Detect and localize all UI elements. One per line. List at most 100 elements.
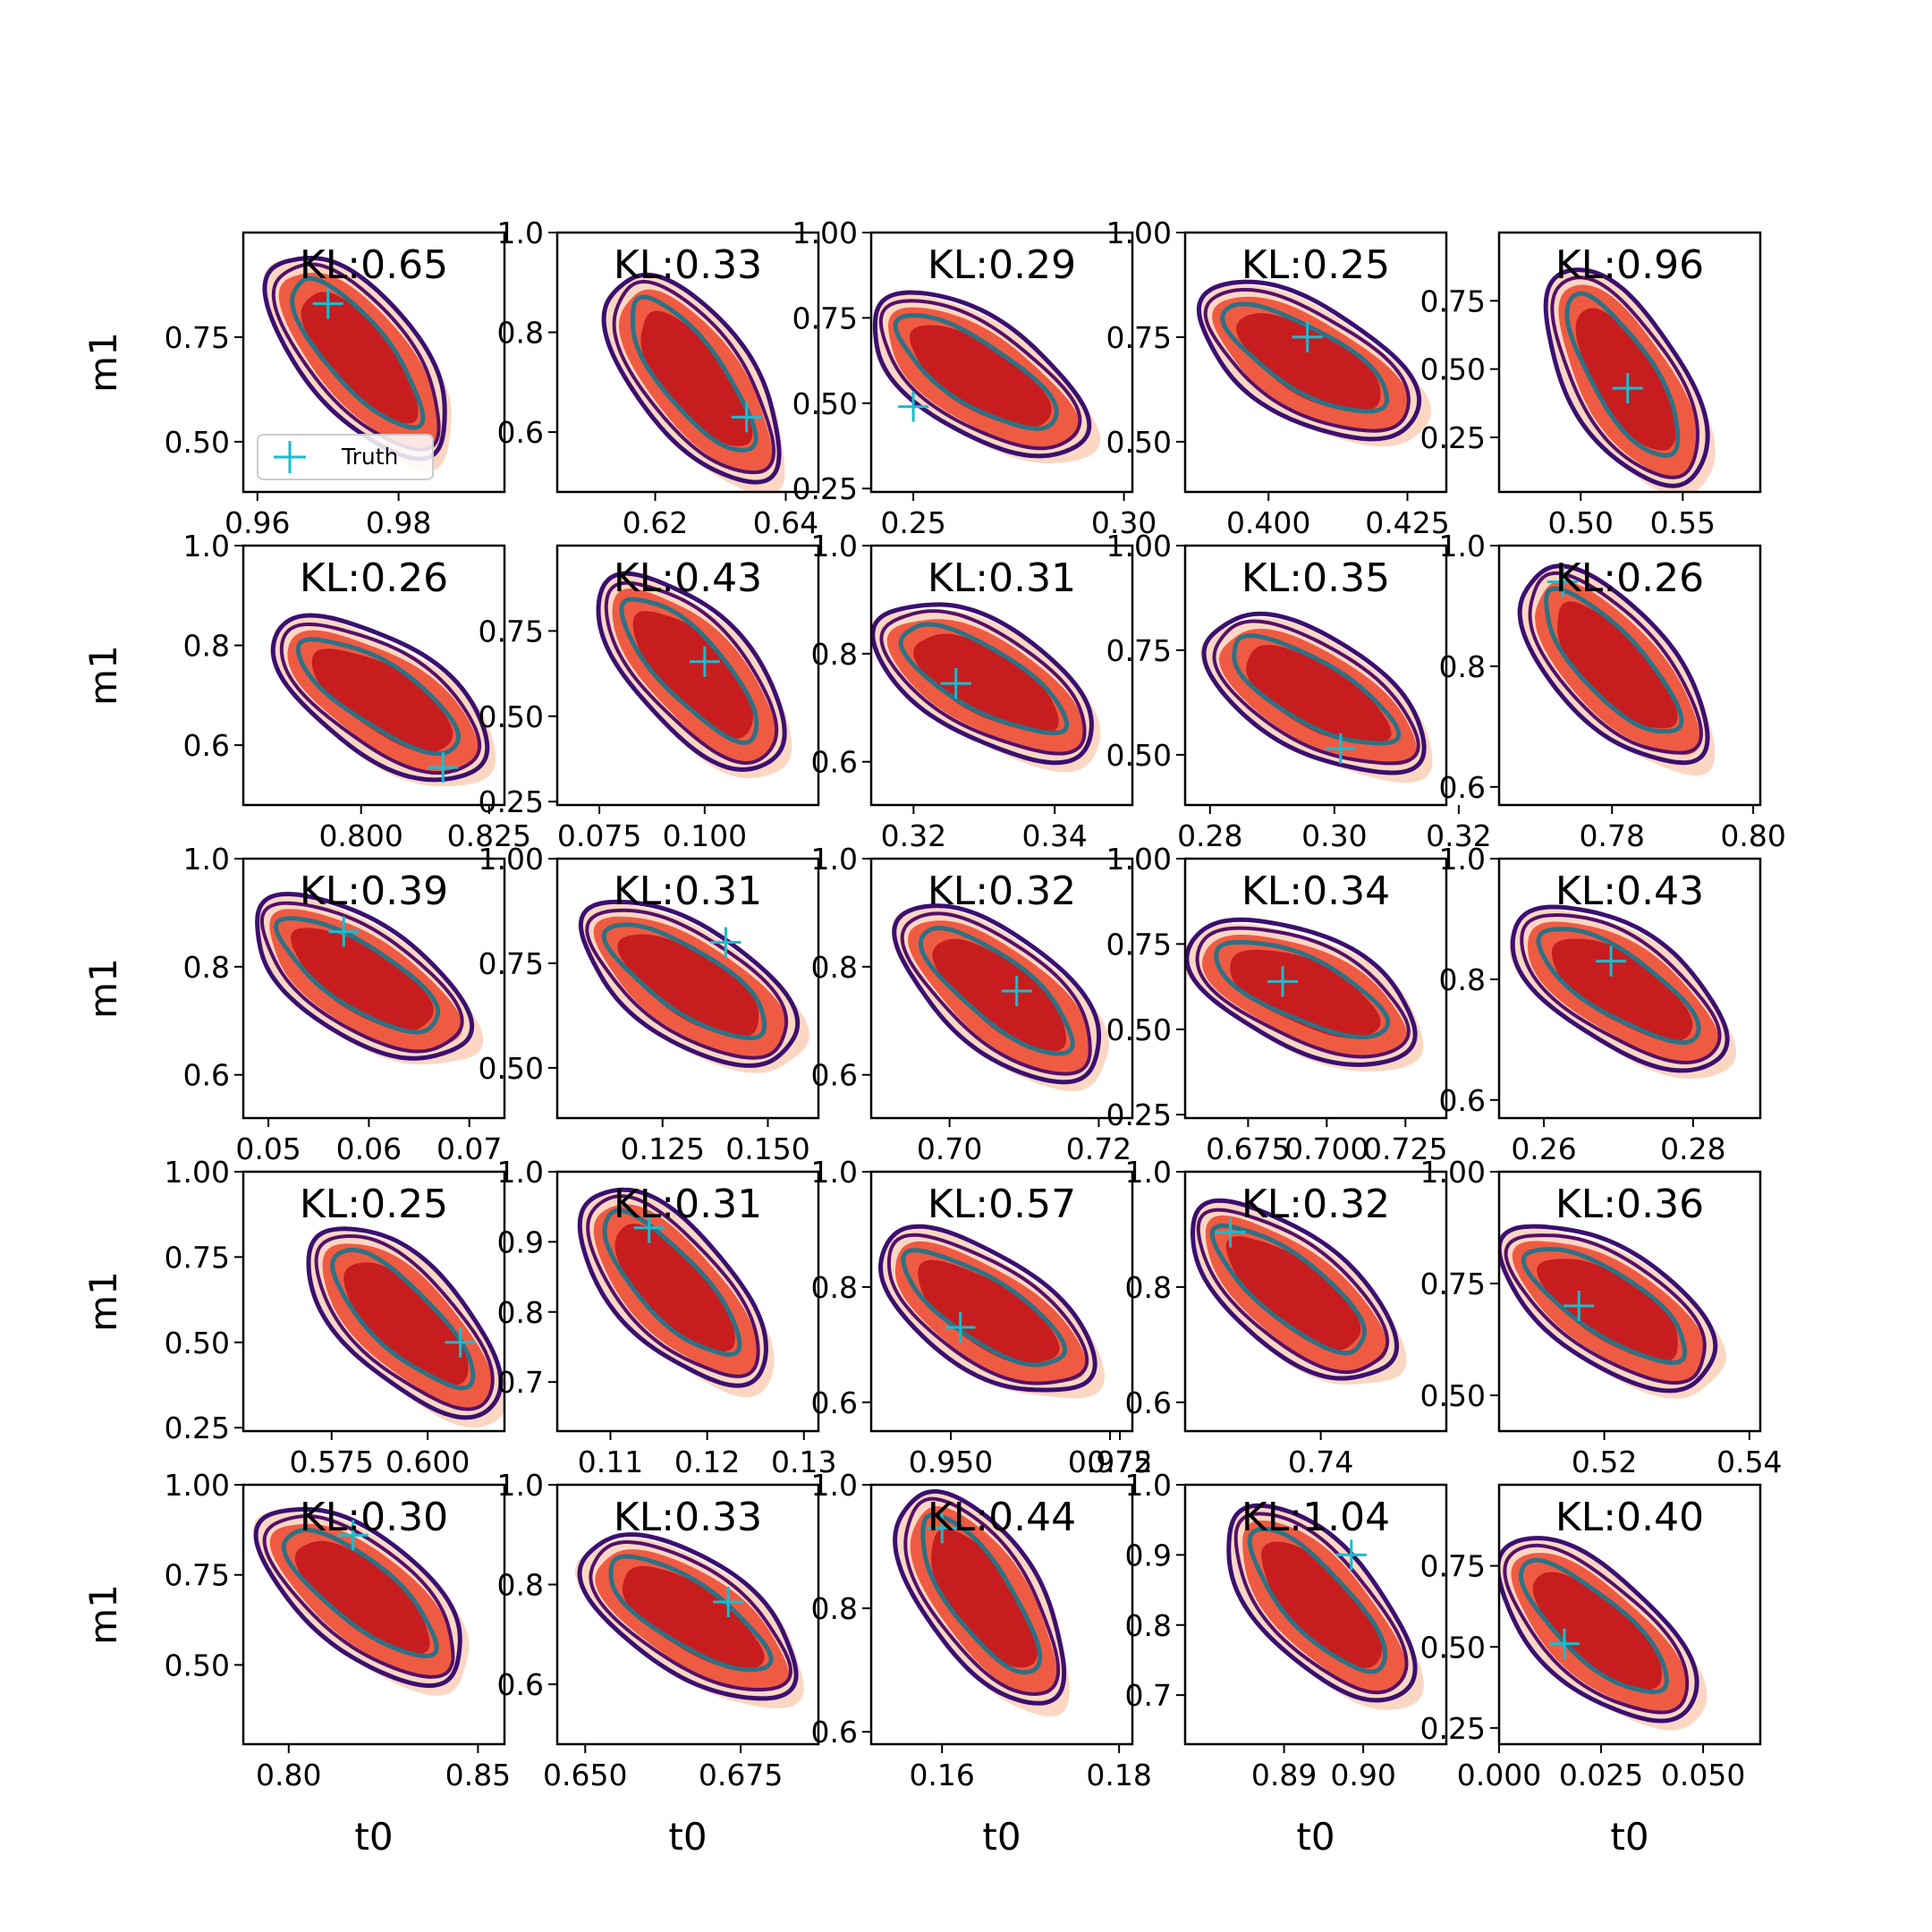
axes-frame: [1497, 231, 1762, 494]
axes-frame: [1183, 1483, 1448, 1746]
x-axis-label: t0: [668, 1815, 707, 1859]
x-axis-label: t0: [1610, 1815, 1648, 1859]
x-tick-label: 0.675: [699, 1758, 783, 1792]
density-fill-inner: [932, 938, 1067, 1052]
kl-label: KL:0.25: [1241, 242, 1390, 288]
x-tick-label: 0.12: [674, 1445, 740, 1479]
contour-inner: [1518, 1557, 1669, 1694]
x-tick-label: 0.52: [1572, 1445, 1637, 1479]
axes-frame: [242, 544, 506, 807]
kl-label: KL:0.39: [300, 869, 448, 914]
truth-marker: [713, 1587, 744, 1618]
kl-label: KL:0.26: [1555, 555, 1704, 601]
axes-frame: [242, 231, 506, 494]
contour-inner: [1220, 301, 1390, 414]
subplot: 0.400 0.425 0.50 0.75 1.00 KL:0.25: [1106, 216, 1450, 540]
y-tick-label: 0.6: [1125, 1385, 1172, 1420]
contour-inner: [893, 313, 1059, 431]
axes-frame: [555, 231, 820, 494]
density-area: [255, 891, 484, 1065]
density-fill-inner: [1575, 308, 1677, 451]
y-tick-label: 0.75: [1420, 1549, 1486, 1584]
truth-marker: [898, 391, 929, 422]
subplot: 0.000 0.025 0.050 0.25 0.50 0.75 KL:0.40 t0: [1420, 1483, 1762, 1859]
contour-mid: [589, 1540, 792, 1692]
kl-label: KL:0.29: [928, 242, 1076, 288]
density-area: [577, 1187, 775, 1398]
y-tick-label: 0.6: [183, 728, 230, 763]
x-tick-label: 0.075: [557, 818, 641, 853]
contour-mid: [612, 279, 776, 475]
contour-outer: [253, 1506, 462, 1689]
contour-mid: [1233, 1512, 1409, 1695]
x-tick-label: 0.90: [1330, 1758, 1395, 1792]
subplot: 0.26 0.28 0.6 0.8 1.0 KL:0.43: [1439, 842, 1762, 1166]
axes-frame: [242, 857, 506, 1120]
subplot: 0.32 0.34 0.6 0.8 1.0 KL:0.31: [811, 529, 1134, 853]
subplot: 0.800 0.825 0.6 0.8 1.0 KL:0.26 m1: [81, 529, 531, 853]
x-tick-label: 0.62: [623, 505, 688, 540]
x-tick-label: 0.32: [1426, 818, 1491, 853]
axes-frame: [242, 1170, 506, 1433]
density-area: [578, 899, 809, 1073]
y-tick-label: 1.0: [497, 1468, 544, 1503]
x-tick-label: 0.28: [1660, 1131, 1725, 1166]
truth-marker: [927, 1513, 958, 1544]
kl-label: KL:0.36: [1555, 1182, 1704, 1227]
y-tick-label: 1.0: [1439, 842, 1486, 877]
contour-outer: [1191, 1198, 1400, 1381]
x-tick-label: 0.07: [436, 1131, 502, 1166]
legend-label: Truth: [341, 444, 398, 470]
contour-inner: [273, 916, 441, 1035]
y-tick-label: 0.6: [811, 1715, 858, 1750]
contour-outer: [577, 1187, 768, 1388]
contour-outer: [1196, 279, 1422, 442]
contour-inner: [1536, 927, 1701, 1046]
subplot: 0.52 0.54 0.50 0.75 1.00 KL:0.36: [1420, 1155, 1783, 1479]
truth-marker: [312, 288, 343, 319]
density-fill-inner: [291, 928, 434, 1032]
contour-inner: [608, 1554, 774, 1673]
y-tick-label: 1.0: [497, 1155, 544, 1190]
subplot: 0.62 0.64 0.6 0.8 1.0 KL:0.33: [497, 216, 820, 540]
subplot: 0.80 0.85 0.50 0.75 1.00 KL:0.30 m1 t0: [81, 1468, 511, 1859]
contour-inner: [1214, 939, 1391, 1040]
density-area: [306, 1226, 504, 1428]
contour-mid: [314, 1234, 495, 1411]
y-tick-label: 0.50: [165, 1326, 230, 1360]
y-tick-label: 0.8: [497, 1295, 544, 1330]
density-area: [1196, 279, 1431, 447]
y-tick-label: 0.9: [497, 1224, 544, 1259]
density-fill-inner: [311, 648, 453, 753]
y-tick-label: 0.50: [1106, 738, 1172, 773]
y-tick-label: 0.8: [811, 1270, 858, 1305]
contour-mid: [879, 609, 1087, 756]
kl-label: KL:0.57: [928, 1182, 1076, 1227]
contour-inner: [1521, 1247, 1688, 1366]
y-tick-label: 0.6: [497, 1667, 544, 1702]
y-tick-label: 1.0: [811, 1155, 858, 1190]
truth-marker: [689, 646, 720, 677]
x-tick-label: 0.72: [1066, 1131, 1131, 1166]
y-axis-label: m1: [81, 1584, 125, 1645]
density-fill-inner: [617, 934, 759, 1038]
kl-label: KL:0.44: [928, 1495, 1076, 1540]
subplot: 0.96 0.98 0.50 0.75 KL:0.65 m1 Truth: [81, 231, 506, 540]
subplot: 0.11 0.12 0.13 0.7 0.8 0.9 1.0 KL:0.31: [497, 1155, 837, 1479]
y-tick-label: 0.6: [811, 1058, 858, 1093]
contour-outer: [892, 903, 1102, 1085]
contour-mid: [1212, 619, 1420, 766]
density-fill-inner: [1261, 1541, 1383, 1669]
x-tick-label: 0.72: [1087, 1445, 1152, 1479]
y-tick-label: 1.0: [811, 842, 858, 877]
y-tick-label: 1.00: [1106, 842, 1172, 877]
x-tick-label: 0.725: [1363, 1131, 1447, 1166]
x-tick-label: 0.18: [1086, 1758, 1151, 1792]
kl-label: KL:1.04: [1241, 1495, 1390, 1540]
y-tick-label: 1.00: [165, 1155, 230, 1190]
x-axis-label: t0: [354, 1815, 393, 1859]
kl-label: KL:0.43: [1555, 869, 1704, 914]
truth-marker: [337, 1520, 369, 1551]
y-tick-label: 0.25: [165, 1411, 230, 1445]
